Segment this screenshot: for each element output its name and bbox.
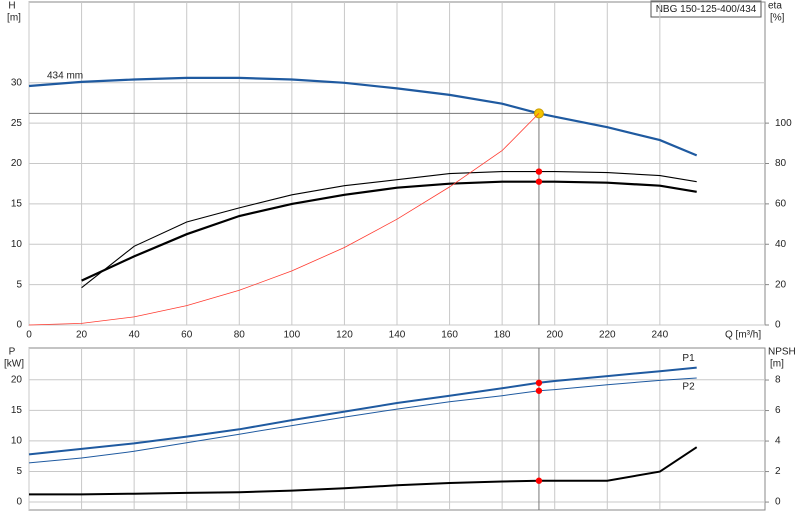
y-tick-label: 25 [11,118,23,129]
y-tick-label: 0 [16,320,22,331]
x-tick-label: 0 [26,330,32,341]
series-label: P2 [682,382,695,393]
x-tick-label: 120 [336,330,353,341]
y-tick-label: 5 [16,279,22,290]
duty-point [535,379,543,387]
series-line [28,366,697,456]
y-tick-label: 15 [11,405,23,416]
y2-tick-label: 40 [775,239,787,250]
y2-axis-unit: [m] [770,359,784,370]
y2-tick-label: 4 [775,436,781,447]
x-tick-label: 60 [181,330,193,341]
x-tick-label: 220 [599,330,616,341]
y2-axis-label: NPSH [768,347,796,358]
duty-point [535,168,543,175]
x-tick-label: 80 [234,330,246,341]
series-line [81,180,697,282]
y2-tick-label: 20 [775,279,787,290]
x-tick-label: 100 [284,330,301,341]
series-line [81,171,697,289]
duty-point [535,477,543,484]
series-line [28,76,698,157]
x-tick-label: 240 [652,330,669,341]
y2-tick-label: 0 [775,320,781,331]
x-tick-label: 40 [129,330,141,341]
series-label: P1 [682,353,695,364]
x-tick-label: 140 [389,330,406,341]
series-line [28,377,697,464]
series-line [28,113,540,326]
y-tick-label: 0 [16,497,22,508]
y2-tick-label: 80 [775,158,787,169]
series-line [29,446,698,496]
title-box [650,0,762,18]
x-tick-label: 200 [546,330,563,341]
duty-point [535,178,543,185]
y-tick-label: 30 [11,77,23,88]
y2-axis-unit: [%] [770,13,785,24]
y2-tick-label: 0 [775,497,781,508]
chart-title: NBG 150-125-400/434 [656,4,757,15]
x-axis-label: Q [m³/h] [725,330,761,341]
y-tick-label: 15 [11,199,23,210]
y-axis-unit: [m] [7,13,21,24]
duty-point [535,387,543,394]
y2-axis-label: eta [768,1,782,12]
y-tick-label: 10 [11,239,23,250]
y-tick-label: 10 [11,436,23,447]
y-axis-label: P [9,347,16,358]
y-tick-label: 20 [11,158,23,169]
y-tick-label: 5 [16,466,22,477]
y-axis-label: H [8,1,15,12]
series-label: 434 mm [47,71,83,82]
x-tick-label: 20 [76,330,88,341]
y-tick-label: 20 [11,374,23,385]
y2-tick-label: 100 [775,118,792,129]
y2-tick-label: 8 [775,375,781,386]
y2-tick-label: 60 [775,199,787,210]
y2-tick-label: 6 [775,405,781,416]
y2-tick-label: 2 [775,466,781,477]
x-tick-label: 160 [441,330,458,341]
y-axis-unit: [kW] [4,359,24,370]
x-tick-label: 180 [494,330,511,341]
